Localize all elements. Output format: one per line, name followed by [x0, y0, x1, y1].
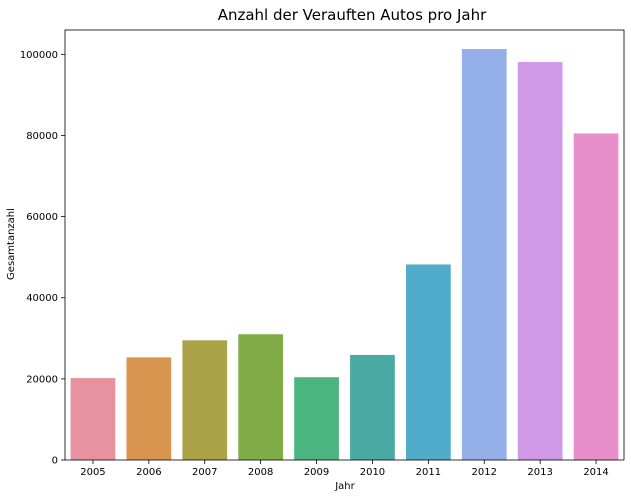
bar-2005 — [70, 378, 116, 460]
y-tick-label: 60000 — [26, 212, 58, 223]
bar-2011 — [405, 264, 451, 460]
x-tick-label: 2007 — [192, 467, 217, 478]
x-tick-label: 2009 — [304, 467, 329, 478]
y-tick-label: 0 — [52, 456, 58, 467]
x-tick-label: 2013 — [527, 467, 552, 478]
x-tick-label: 2012 — [472, 467, 497, 478]
y-axis-label: Gesamtanzahl — [6, 208, 17, 280]
bar-2010 — [350, 354, 395, 460]
y-axis-ticks: 0 20000 40000 60000 80000 100000 — [20, 50, 65, 467]
y-tick-label: 40000 — [26, 293, 58, 304]
x-axis-label: Jahr — [334, 481, 355, 492]
y-tick-label: 80000 — [26, 131, 58, 142]
plot-frame — [64, 29, 625, 461]
x-axis-ticks: 2005 2006 2007 2008 2009 2010 2011 2012 2013 2014 — [80, 460, 609, 478]
bar-2014 — [573, 133, 619, 460]
x-tick-label: 2008 — [248, 467, 273, 478]
y-tick-label: 20000 — [26, 374, 58, 385]
chart-title: Anzahl der Verauften Autos pro Jahr — [218, 6, 487, 24]
bars-group — [70, 49, 619, 460]
bar-2008 — [238, 334, 284, 460]
bar-2012 — [461, 49, 507, 460]
bar-2006 — [126, 357, 172, 460]
x-tick-label: 2011 — [416, 467, 441, 478]
x-tick-label: 2010 — [360, 467, 385, 478]
x-tick-label: 2006 — [136, 467, 161, 478]
x-tick-label: 2005 — [80, 467, 105, 478]
bar-2009 — [294, 377, 339, 460]
x-tick-label: 2014 — [583, 467, 608, 478]
bar-2007 — [182, 340, 228, 460]
y-tick-label: 100000 — [20, 50, 58, 61]
bar-2013 — [517, 62, 563, 460]
